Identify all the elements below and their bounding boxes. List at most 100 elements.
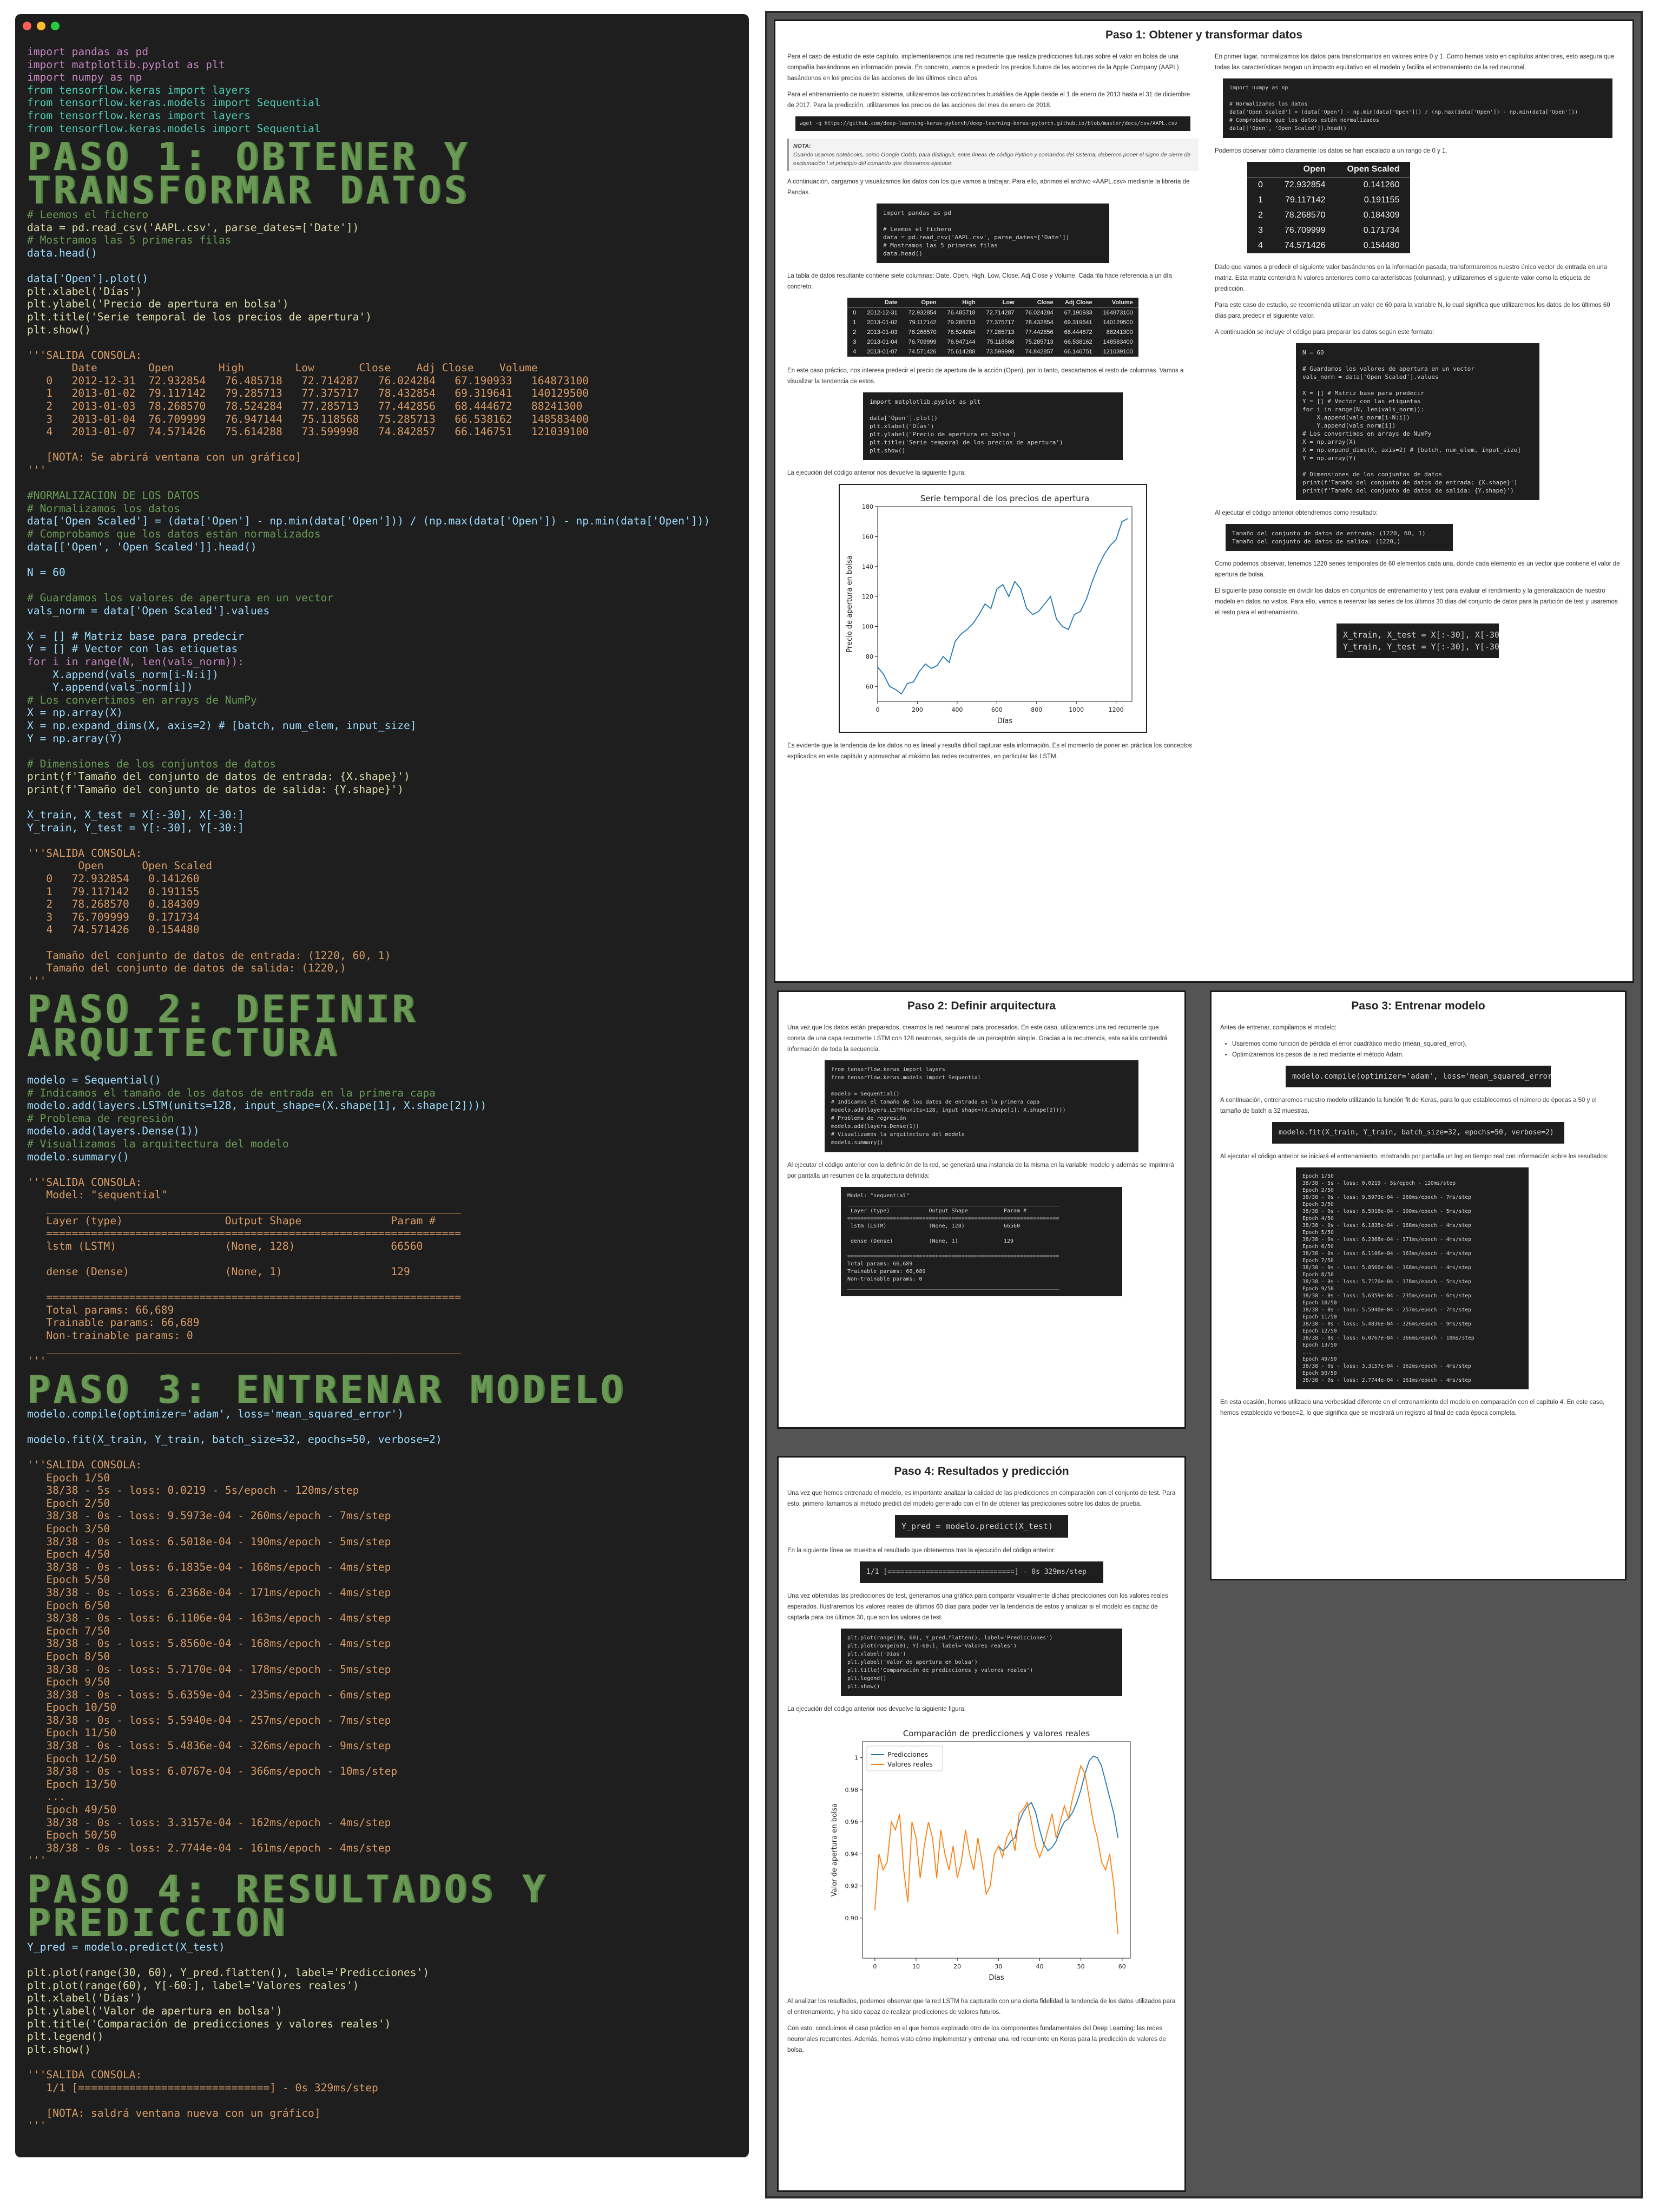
- x-tick-label: 40: [1036, 1963, 1043, 1970]
- y-tick-label: 180: [862, 503, 873, 510]
- y-tick-label: 120: [862, 593, 873, 600]
- p1-wget-command[interactable]: wget -q https://github.com/deep-learning…: [795, 116, 1190, 131]
- code-line: X.append(vals_norm[i-N:i]): [27, 668, 219, 681]
- p3-code-compile[interactable]: modelo.compile(optimizer='adam', loss='m…: [1286, 1066, 1551, 1087]
- panel-2-title: Paso 2: Definir arquitectura: [907, 1000, 1056, 1012]
- code-line: data['Open'].plot(): [27, 272, 149, 285]
- code-line: 38/38 - 0s - loss: 5.6359e-04 - 235ms/ep…: [27, 1688, 391, 1701]
- code-line: plt.title('Comparación de predicciones y…: [27, 2017, 391, 2030]
- code-line: [NOTA: Se abrirá ventana con un gráfico]: [27, 451, 302, 464]
- table-cell: 76.485718: [947, 310, 976, 316]
- code-line: Y_pred = modelo.predict(X_test): [27, 1941, 225, 1953]
- code-line: ''': [27, 1854, 47, 1867]
- aapl-data-table: Date Open High Low Close Adj Close Volume 0 201…: [847, 298, 1138, 357]
- code-line: modelo = Sequential(): [27, 1073, 161, 1086]
- comparison-chart: Comparación de predicciones y valores re…: [831, 1729, 1131, 1982]
- code-line: 38/38 - 0s - loss: 6.5018e-04 - 190ms/ep…: [27, 1535, 391, 1548]
- maximize-window-icon[interactable]: [51, 22, 60, 30]
- code-line: Epoch 6/50: [27, 1599, 110, 1612]
- code-line: ''': [27, 1355, 47, 1368]
- x-tick-label: 50: [1077, 1963, 1085, 1970]
- p4-code-predict[interactable]: Y_pred = modelo.predict(X_test): [895, 1515, 1068, 1538]
- code-line: Y.append(vals_norm[i]): [27, 681, 193, 694]
- x-tick-label: 10: [912, 1963, 920, 1970]
- code-line: '''SALIDA CONSOLA:: [27, 349, 142, 362]
- code-line: Non-trainable params: 0: [27, 1329, 193, 1342]
- p1-note-label: NOTA:: [793, 143, 811, 149]
- code-line: ========================================…: [27, 1291, 462, 1304]
- code-line: modelo.add(layers.Dense(1)): [27, 1125, 200, 1138]
- code-line: 4 2013-01-07 74.571426 75.614288 73.5999…: [27, 425, 589, 438]
- panel-paso-4: Paso 4: Resultados y predicción Una vez …: [777, 1456, 1186, 2192]
- code-line: import numpy as np: [27, 71, 142, 84]
- x-tick-label: 400: [951, 706, 963, 713]
- p1-para3: A continuación, cargamos y visualizamos …: [787, 179, 1190, 196]
- table-cell: 67.190933: [1064, 310, 1092, 316]
- table-cell: 2013-01-02: [867, 319, 898, 326]
- p3-bullet-2: Optimizaremos los pesos de la red median…: [1232, 1049, 1616, 1060]
- p4-predict-output: 1/1 [==============================] - 0…: [860, 1561, 1103, 1583]
- panel-1-title: Paso 1: Obtener y transformar datos: [1105, 29, 1303, 41]
- table-cell: 76.947144: [947, 339, 976, 345]
- code-line: import matplotlib.pyplot as plt: [27, 58, 225, 71]
- y-tick-label: 0.96: [845, 1819, 859, 1826]
- close-window-icon[interactable]: [23, 22, 31, 30]
- code-line: data.head(): [27, 246, 97, 259]
- p1-code-plot[interactable]: import matplotlib.pyplot as plt data['Op…: [863, 392, 1123, 460]
- p3-code-fit[interactable]: modelo.fit(X_train, Y_train, batch_size=…: [1272, 1122, 1564, 1144]
- code-line: 38/38 - 0s - loss: 2.7744e-04 - 161ms/ep…: [27, 1841, 391, 1854]
- p1-code-windows[interactable]: N = 60 # Guardamos los valores de apertu…: [1296, 343, 1539, 500]
- y-tick-label: 140: [862, 563, 873, 570]
- code-line: [27, 834, 743, 847]
- table-row: 3 76.709999 0.171734: [1247, 223, 1410, 238]
- legend-label: Predicciones: [887, 1751, 928, 1758]
- minimize-window-icon[interactable]: [37, 22, 45, 30]
- p1-note-text: Cuando usamos notebooks, como Google Col…: [793, 152, 1191, 167]
- code-line: Epoch 12/50: [27, 1752, 117, 1765]
- code-line: [27, 1446, 743, 1459]
- column-header: Open: [903, 298, 942, 308]
- y-tick-label: 100: [862, 623, 873, 631]
- table-cell: 164873100: [1103, 310, 1133, 316]
- series-line-1: [998, 1755, 1119, 1852]
- p1-code-normalize[interactable]: import numpy as np # Normalizamos los da…: [1223, 78, 1612, 138]
- x-tick-label: 0: [873, 1963, 877, 1970]
- p2-para1: Una vez que los datos están preparados, …: [787, 1025, 1168, 1053]
- code-line: data['Open Scaled'] = (data['Open'] - np…: [27, 515, 710, 528]
- code-line: # Comprobamos que los datos están normal…: [27, 528, 321, 540]
- p1-para4: La tabla de datos resultante contiene si…: [787, 273, 1172, 290]
- code-line: 2 2013-01-03 78.268570 78.524284 77.2857…: [27, 400, 583, 413]
- panel-paso-3: Paso 3: Entrenar modelo Antes de entrena…: [1210, 990, 1627, 1580]
- code-line: plt.legend(): [27, 2030, 104, 2043]
- table-cell: 72.714287: [986, 310, 1015, 316]
- code-line: ========================================…: [27, 1227, 462, 1240]
- table-row: 1 79.117142 0.191155: [1247, 193, 1410, 208]
- table-cell: 140129500: [1103, 319, 1133, 326]
- table-cell: 148583400: [1103, 339, 1133, 345]
- code-line: plt.plot(range(30, 60), Y_pred.flatten()…: [27, 1966, 430, 1979]
- code-line: Epoch 8/50: [27, 1650, 110, 1663]
- p4-code-compare-plot[interactable]: plt.plot(range(30, 60), Y_pred.flatten()…: [841, 1629, 1122, 1696]
- p1-code-read-csv[interactable]: import pandas as pd # Leemos el fichero …: [877, 204, 1109, 263]
- table-cell: 2013-01-04: [867, 339, 898, 345]
- p4-para5: Al analizar los resultados, podemos obse…: [787, 1998, 1176, 2016]
- code-line: [27, 336, 743, 349]
- code-line: 1 2013-01-02 79.117142 79.285713 77.3757…: [27, 387, 589, 400]
- x-tick-label: 30: [995, 1963, 1002, 1970]
- p1-note: NOTA: Cuando usamos notebooks, como Googl…: [787, 139, 1199, 171]
- p1-code-split[interactable]: X_train, X_test = X[:-30], X[-30:] Y_tra…: [1337, 623, 1499, 658]
- p2-code-model[interactable]: from tensorflow.keras import layers from…: [825, 1060, 1138, 1152]
- code-line: 38/38 - 0s - loss: 5.5940e-04 - 257ms/ep…: [27, 1714, 391, 1727]
- table-cell: 78.432854: [1025, 319, 1054, 326]
- code-line: plt.ylabel('Valor de apertura en bolsa'): [27, 2004, 282, 2017]
- table-cell: 74.842857: [1025, 349, 1054, 355]
- code-content[interactable]: import pandas as pd import matplotlib.pyp…: [27, 45, 743, 2132]
- p1-para2: Para el entrenamiento de nuestro sistema…: [787, 91, 1190, 109]
- code-line: modelo.add(layers.LSTM(units=128, input_…: [27, 1099, 487, 1112]
- code-line: ________________________________________…: [27, 1201, 462, 1214]
- p1-shape-output: Tamaño del conjunto de datos de entrada:…: [1226, 524, 1453, 551]
- series-line-1: [877, 518, 1128, 695]
- code-line: # Indicamos el tamaño de los datos de en…: [27, 1086, 436, 1099]
- open-price-chart: Serie temporal de los precios de apertur…: [846, 494, 1133, 725]
- code-line: ...: [27, 1790, 65, 1803]
